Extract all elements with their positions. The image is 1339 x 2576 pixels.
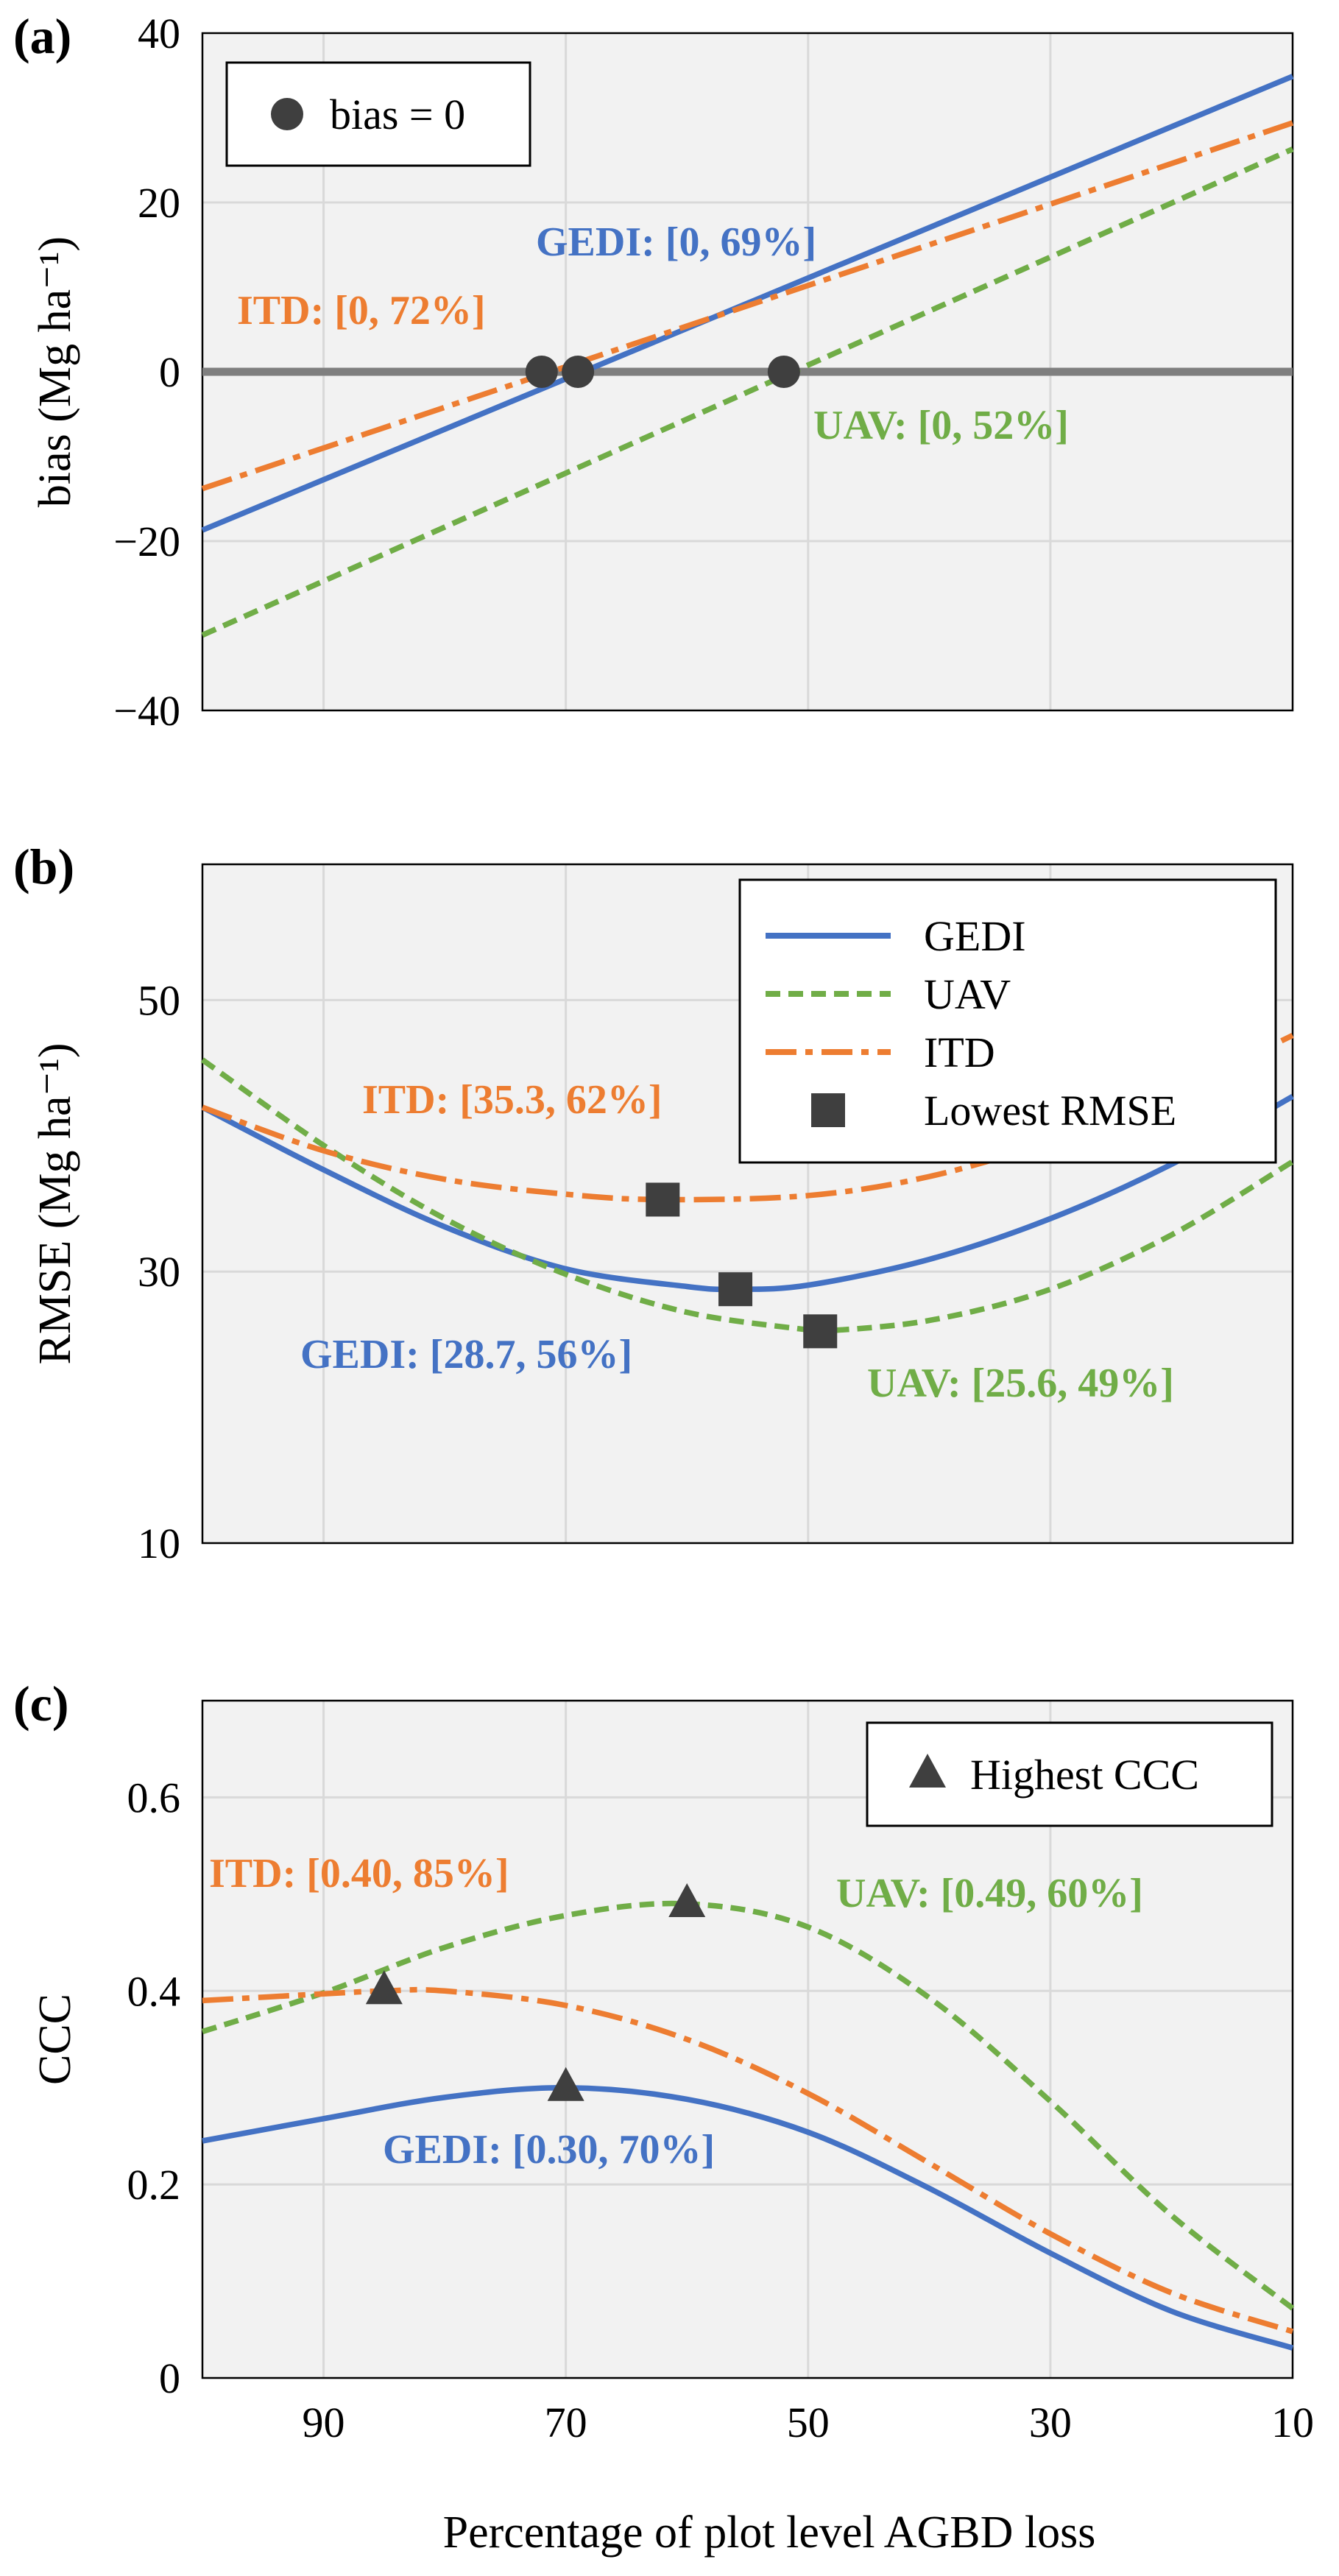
y-tick-label: 0.2 [127, 2161, 181, 2209]
y-tick-label: −20 [113, 518, 180, 565]
x-tick-label: 70 [545, 2399, 587, 2446]
legend-label: Highest CCC [970, 1751, 1199, 1799]
annotation-uav: UAV: [25.6, 49%] [867, 1361, 1174, 1406]
series-line-itd [201, 120, 1294, 492]
annotation-uav: UAV: [0, 52%] [813, 403, 1069, 448]
panel-b: ITD: [35.3, 62%] GEDI: [28.7, 56%] UAV: [2… [13, 839, 1294, 1567]
legend-label: ITD [924, 1028, 995, 1076]
panel-label: (a) [13, 8, 71, 64]
y-axis-label: bias (Mg ha⁻¹) [30, 236, 80, 507]
marker-uav [767, 356, 800, 388]
y-axis-label: CCC [30, 1994, 80, 2085]
x-tick-label: 30 [1029, 2399, 1072, 2446]
y-tick-label: 20 [138, 179, 180, 227]
marker-itd [525, 356, 558, 388]
y-tick-label: 0.6 [127, 1774, 181, 1821]
annotation-gedi: GEDI: [0, 69%] [536, 219, 816, 265]
legend-label: bias = 0 [330, 91, 465, 138]
legend: Highest CCC [866, 1721, 1273, 1827]
marker-uav [803, 1314, 838, 1349]
annotation-itd: ITD: [35.3, 62%] [362, 1077, 663, 1123]
y-tick-label: 40 [138, 10, 180, 57]
marker-gedi [562, 356, 595, 388]
series-line-uav [201, 1900, 1295, 2311]
x-tick-label: 90 [303, 2399, 345, 2446]
y-tick-label: 0.4 [127, 1967, 181, 2015]
panel-c: ITD: [0.40, 85%] UAV: [0.49, 60%] GEDI: [0… [13, 1676, 1295, 2402]
panel-label: (b) [13, 839, 74, 894]
annotation-itd: ITD: [0.40, 85%] [209, 1851, 509, 1896]
y-tick-label: 0 [159, 2354, 180, 2402]
plot-border [201, 863, 1294, 1545]
y-tick-label: 0 [159, 348, 180, 396]
legend-label: GEDI [924, 912, 1026, 960]
legend-label: UAV [924, 970, 1011, 1018]
series-line-uav [200, 1057, 1294, 1335]
marker-itd [365, 1970, 403, 2005]
legend-key-square [811, 1093, 845, 1127]
x-tick-label: 10 [1271, 2399, 1314, 2446]
panel-a: GEDI: [0, 69%] ITD: [0, 72%] UAV: [0, 52%]… [13, 8, 1294, 735]
legend: bias = 0 [225, 61, 531, 167]
marker-gedi [547, 2067, 584, 2101]
x-axis-label: Percentage of plot level AGBD loss [443, 2508, 1096, 2558]
x-tick-label: 50 [787, 2399, 830, 2446]
panel-label: (c) [13, 1676, 68, 1732]
annotation-gedi: GEDI: [0.30, 70%] [383, 2127, 715, 2173]
marker-itd [646, 1182, 680, 1217]
y-tick-label: 10 [138, 1520, 180, 1567]
annotation-itd: ITD: [0, 72%] [237, 288, 486, 334]
legend-key-triangle [909, 1754, 946, 1788]
y-axis-label: RMSE (Mg ha⁻¹) [30, 1042, 80, 1364]
legend-key-circle [271, 98, 303, 130]
legend-label: Lowest RMSE [924, 1087, 1176, 1135]
series-line-gedi [202, 2084, 1294, 2351]
annotation-gedi: GEDI: [28.7, 56%] [300, 1332, 632, 1377]
legend: GEDI UAV ITD Lowest RMSE [738, 878, 1277, 1164]
y-tick-label: 30 [138, 1248, 180, 1296]
plot-border [201, 1699, 1294, 2379]
annotation-uav: UAV: [0.49, 60%] [836, 1871, 1143, 1916]
series-line-uav [201, 147, 1294, 638]
y-tick-label: −40 [113, 687, 180, 735]
marker-gedi [718, 1272, 753, 1307]
marker-uav [668, 1883, 706, 1917]
y-tick-label: 50 [138, 976, 180, 1024]
